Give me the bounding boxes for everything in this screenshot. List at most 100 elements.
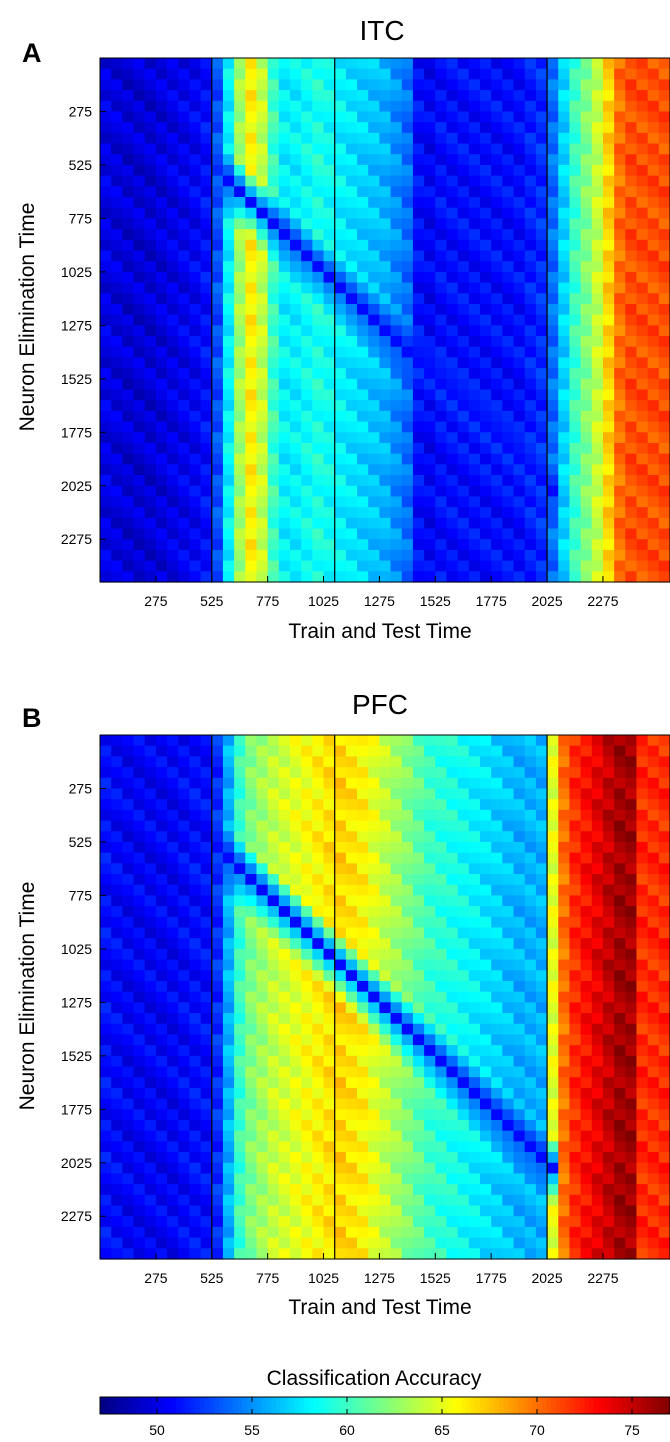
heatmap-cell — [245, 1066, 258, 1078]
heatmap-cell — [547, 143, 559, 155]
heatmap-cell — [547, 788, 559, 800]
heatmap-cell — [256, 959, 269, 971]
heatmap-cell — [379, 111, 392, 123]
heatmap-cell — [535, 959, 548, 971]
heatmap-cell — [290, 464, 302, 476]
heatmap-cell — [100, 453, 112, 465]
heatmap-cell — [524, 90, 537, 102]
heatmap-cell — [468, 357, 481, 369]
heatmap-cell — [357, 68, 369, 80]
heatmap-cell — [189, 767, 202, 779]
heatmap-cell — [178, 400, 191, 412]
heatmap-cell — [535, 735, 548, 747]
heatmap-cell — [513, 831, 526, 843]
heatmap-cell — [412, 1141, 425, 1153]
heatmap-cell — [457, 1237, 470, 1249]
heatmap-cell — [167, 852, 179, 864]
heatmap-cell — [602, 58, 615, 70]
heatmap-cell — [290, 895, 302, 907]
heatmap-cell — [390, 841, 403, 854]
heatmap-cell — [278, 303, 291, 316]
heatmap-cell — [189, 1184, 202, 1196]
heatmap-cell — [334, 164, 347, 177]
heatmap-cell — [189, 1066, 202, 1078]
heatmap-cell — [457, 475, 470, 487]
heatmap-cell — [535, 916, 548, 929]
heatmap-cell — [290, 528, 302, 540]
heatmap-cell — [245, 154, 258, 166]
heatmap-cell — [155, 442, 168, 455]
heatmap-cell — [290, 410, 302, 423]
heatmap-cell — [424, 767, 436, 779]
heatmap-cell — [278, 122, 291, 134]
heatmap-cell — [591, 164, 604, 177]
heatmap-cell — [524, 421, 537, 433]
heatmap-cell — [290, 809, 302, 822]
heatmap-cell — [323, 271, 336, 284]
heatmap-cell — [580, 250, 593, 262]
heatmap-cell — [200, 1013, 213, 1025]
heatmap-cell — [122, 410, 135, 423]
heatmap-cell — [290, 229, 302, 241]
y-tick-label: 275 — [69, 103, 93, 119]
heatmap-cell — [535, 197, 548, 209]
heatmap-cell — [412, 1013, 425, 1025]
heatmap-cell — [412, 938, 425, 950]
heatmap-cell — [513, 218, 526, 230]
heatmap-cell — [312, 895, 325, 907]
heatmap-cell — [480, 895, 492, 907]
heatmap-cell — [513, 464, 526, 476]
heatmap-cell — [390, 410, 403, 423]
heatmap-cell — [379, 122, 392, 134]
heatmap-cell — [234, 777, 246, 790]
heatmap-cell — [368, 735, 381, 747]
heatmap-cell — [334, 68, 347, 80]
heatmap-cell — [468, 517, 481, 530]
heatmap-cell — [658, 980, 670, 993]
heatmap-cell — [301, 154, 313, 166]
heatmap-cell — [591, 68, 604, 80]
heatmap-cell — [580, 421, 593, 433]
heatmap-cell — [480, 90, 492, 102]
heatmap-cell — [267, 218, 280, 230]
heatmap-cell — [401, 507, 414, 519]
heatmap-cell — [435, 1194, 448, 1207]
heatmap-cell — [547, 884, 559, 896]
heatmap-cell — [178, 938, 191, 950]
heatmap-cell — [602, 938, 615, 950]
heatmap-cell — [122, 927, 135, 939]
heatmap-cell — [580, 111, 593, 123]
heatmap-cell — [602, 1226, 615, 1239]
heatmap-cell — [424, 549, 436, 562]
heatmap-cell — [323, 132, 336, 145]
heatmap-cell — [189, 1045, 202, 1057]
heatmap-cell — [435, 1087, 448, 1100]
heatmap-cell — [547, 314, 559, 326]
heatmap-cell — [547, 777, 559, 790]
heatmap-cell — [323, 916, 336, 929]
heatmap-cell — [636, 970, 649, 982]
heatmap-cell — [100, 1034, 112, 1046]
heatmap-cell — [100, 820, 112, 832]
heatmap-cell — [513, 959, 526, 971]
heatmap-cell — [547, 68, 559, 80]
heatmap-cell — [211, 1173, 224, 1185]
heatmap-cell — [614, 1130, 626, 1142]
heatmap-cell — [267, 68, 280, 80]
heatmap-cell — [267, 1098, 280, 1110]
heatmap-cell — [457, 874, 470, 886]
heatmap-cell — [625, 164, 638, 177]
heatmap-cell — [636, 799, 649, 811]
heatmap-cell — [558, 841, 571, 854]
heatmap-cell — [379, 186, 392, 198]
heatmap-cell — [602, 528, 615, 540]
heatmap-cell — [211, 218, 224, 230]
heatmap-cell — [580, 916, 593, 929]
heatmap-cell — [513, 186, 526, 198]
heatmap-cell — [558, 197, 571, 209]
heatmap-cell — [189, 197, 202, 209]
heatmap-cell — [457, 1087, 470, 1100]
heatmap-cell — [636, 539, 649, 551]
heatmap-cell — [468, 1205, 481, 1217]
heatmap-cell — [256, 1055, 269, 1068]
